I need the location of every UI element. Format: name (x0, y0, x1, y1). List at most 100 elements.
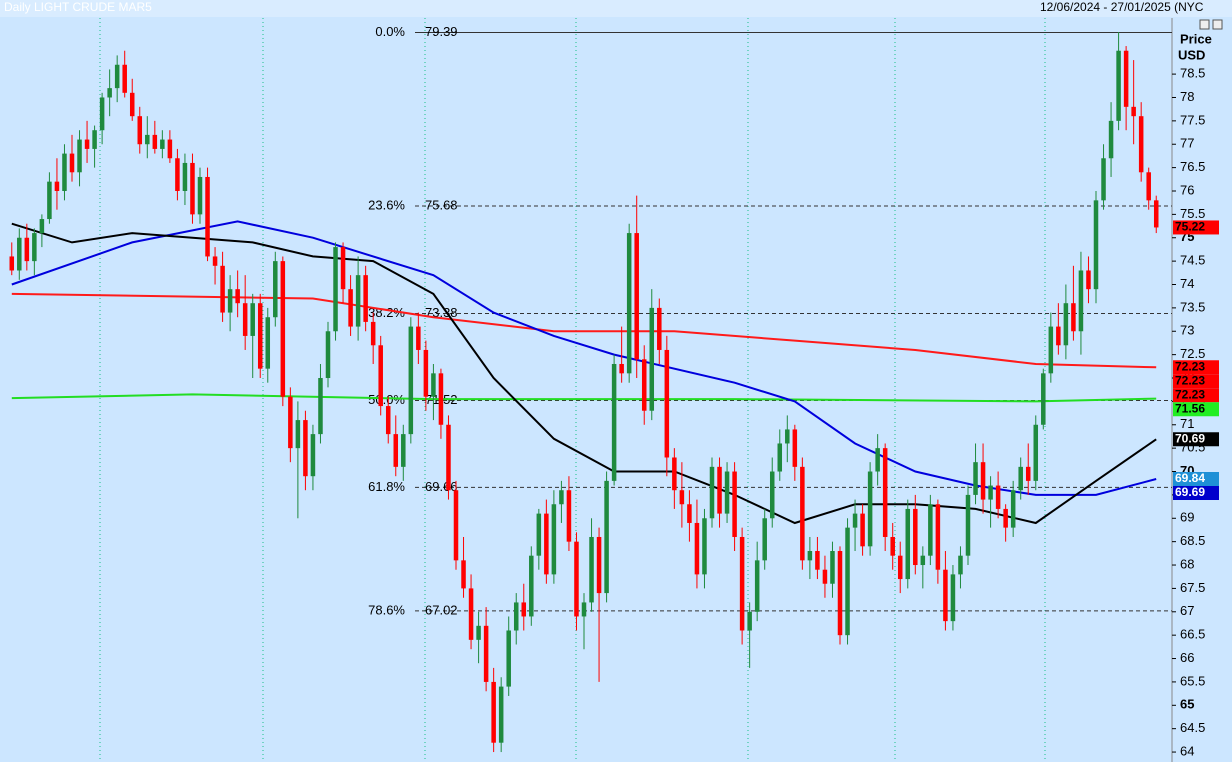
candle-body (890, 536, 895, 556)
candle-body (122, 64, 127, 93)
candle-body (747, 611, 752, 631)
candle-body (905, 508, 911, 580)
fib-value: 67.02 (425, 602, 458, 617)
candle-body (1086, 270, 1091, 290)
candle-body (875, 448, 880, 472)
month-separators (99, 18, 1046, 760)
candle-body (423, 349, 429, 397)
candle-body (641, 359, 647, 411)
candle-body (1078, 270, 1084, 332)
candle-body (152, 134, 158, 149)
fib-percent: 0.0% (375, 24, 405, 39)
candle-body (830, 551, 835, 584)
candle-body (1131, 106, 1136, 117)
candle-body (295, 420, 301, 449)
candle-body (1116, 50, 1121, 121)
icon[interactable] (1199, 19, 1210, 30)
candle-body (792, 429, 798, 467)
candle-body (988, 485, 993, 500)
candle-body (1033, 424, 1039, 481)
candle-body (657, 307, 662, 350)
candle-body (506, 630, 511, 687)
candle-body (182, 162, 188, 191)
candle-body (995, 485, 1001, 509)
price-label: 75.22 (1175, 220, 1205, 234)
moving-average (11, 292, 1157, 369)
candle-body (717, 466, 722, 514)
candle-body (190, 162, 195, 215)
candle-body (694, 522, 700, 575)
candle-body (468, 588, 474, 640)
candle-body (769, 471, 775, 519)
candle-body (137, 116, 143, 145)
candle-body (416, 326, 421, 350)
candle-body (619, 363, 624, 374)
candle-body (777, 443, 783, 472)
candle-body (1123, 50, 1129, 107)
price-label-box (1173, 388, 1219, 403)
y-tick-label: 65.5 (1180, 673, 1205, 688)
candle-body (754, 560, 760, 612)
y-tick-label: 76.5 (1180, 159, 1205, 174)
candle-body (24, 237, 30, 262)
candle-body (280, 261, 286, 397)
price-label: 69.84 (1175, 471, 1205, 485)
candle-body (1056, 326, 1061, 346)
y-tick-label: 64.5 (1180, 720, 1205, 735)
candle-body (385, 406, 391, 435)
fib-value: 79.39 (425, 24, 458, 39)
candle-body (235, 289, 240, 304)
y-tick-label: 72.5 (1180, 346, 1205, 361)
candle-body (378, 345, 383, 407)
candle-body (77, 139, 82, 173)
candle-body (1101, 158, 1106, 201)
candle-body (205, 176, 210, 257)
price-label-box (1173, 472, 1219, 487)
candle-body (401, 434, 406, 467)
candle-body (935, 504, 941, 570)
price-label-box (1173, 220, 1219, 235)
candle-body (1063, 303, 1069, 346)
candle-body (333, 247, 338, 332)
candle-body (634, 233, 639, 360)
candle-body (702, 518, 707, 575)
y-tick-label: 65 (1180, 697, 1194, 712)
candle-body (852, 513, 858, 528)
candle-body (227, 289, 233, 313)
candle-body (17, 237, 22, 271)
candle-body (529, 555, 534, 617)
candle-body (800, 466, 805, 561)
chart-title: Daily LIGHT CRUDE MAR5 (4, 0, 152, 14)
candle-body (882, 448, 888, 537)
candle-body (958, 555, 963, 575)
y-tick-label: 77.5 (1180, 112, 1205, 127)
candle-body (928, 504, 933, 556)
candle-body (1048, 326, 1054, 374)
candle-body (453, 490, 459, 561)
candle-body (596, 536, 602, 594)
candle-body (1025, 466, 1031, 481)
candle-body (145, 134, 150, 145)
candle-body (129, 92, 135, 117)
candle-body (950, 574, 956, 622)
candle-body (318, 378, 323, 435)
moving-average (11, 393, 1157, 403)
candle-body (679, 490, 685, 505)
candle-body (325, 331, 331, 379)
candle-body (438, 373, 444, 425)
fib-percent: 23.6% (368, 197, 405, 212)
icon[interactable] (1212, 19, 1223, 30)
candle-body (47, 181, 52, 220)
fib-value: 75.68 (425, 197, 458, 212)
axis-label: USD (1178, 47, 1205, 62)
price-label: 69.69 (1175, 485, 1205, 499)
candle-body (167, 139, 173, 159)
price-label: 70.69 (1175, 431, 1205, 445)
candle-body (483, 625, 489, 682)
candle-body (544, 513, 549, 575)
candle-body (491, 681, 496, 743)
candle-body (363, 275, 368, 322)
candle-body (250, 303, 255, 336)
price-label-box (1173, 432, 1219, 447)
candle-body (32, 233, 37, 262)
